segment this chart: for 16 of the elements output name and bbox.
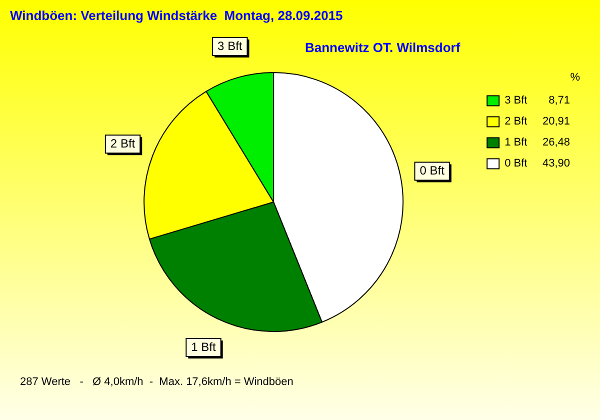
slice-label: 3 Bft: [218, 38, 243, 53]
slice-label: 2 Bft: [110, 136, 136, 150]
data-label: 43,90: [542, 158, 570, 170]
slice-label: 0 Bft: [420, 164, 446, 178]
chart-subtitle: Bannewitz OT. Wilmsdorf: [305, 40, 460, 55]
data-label: 26,48: [542, 136, 570, 149]
legend-label: 0 Bft: [504, 158, 528, 170]
chart-title: Windböen: Verteilung Windstärke Montag, 28.09.2015: [10, 8, 343, 23]
legend-label: 1 Bft: [504, 136, 528, 149]
data-label: 20,91: [542, 116, 570, 128]
text: 287 Werte - Ø 4,0km/h - Max. 17,6km/h = Windböen: [20, 376, 294, 388]
legend-title: %: [570, 72, 580, 84]
legend-label: 3 Bft: [504, 94, 528, 107]
legend-label: 2 Bft: [504, 116, 528, 128]
data-label: 8,71: [548, 94, 570, 107]
slice-label: 1 Bft: [191, 340, 216, 354]
